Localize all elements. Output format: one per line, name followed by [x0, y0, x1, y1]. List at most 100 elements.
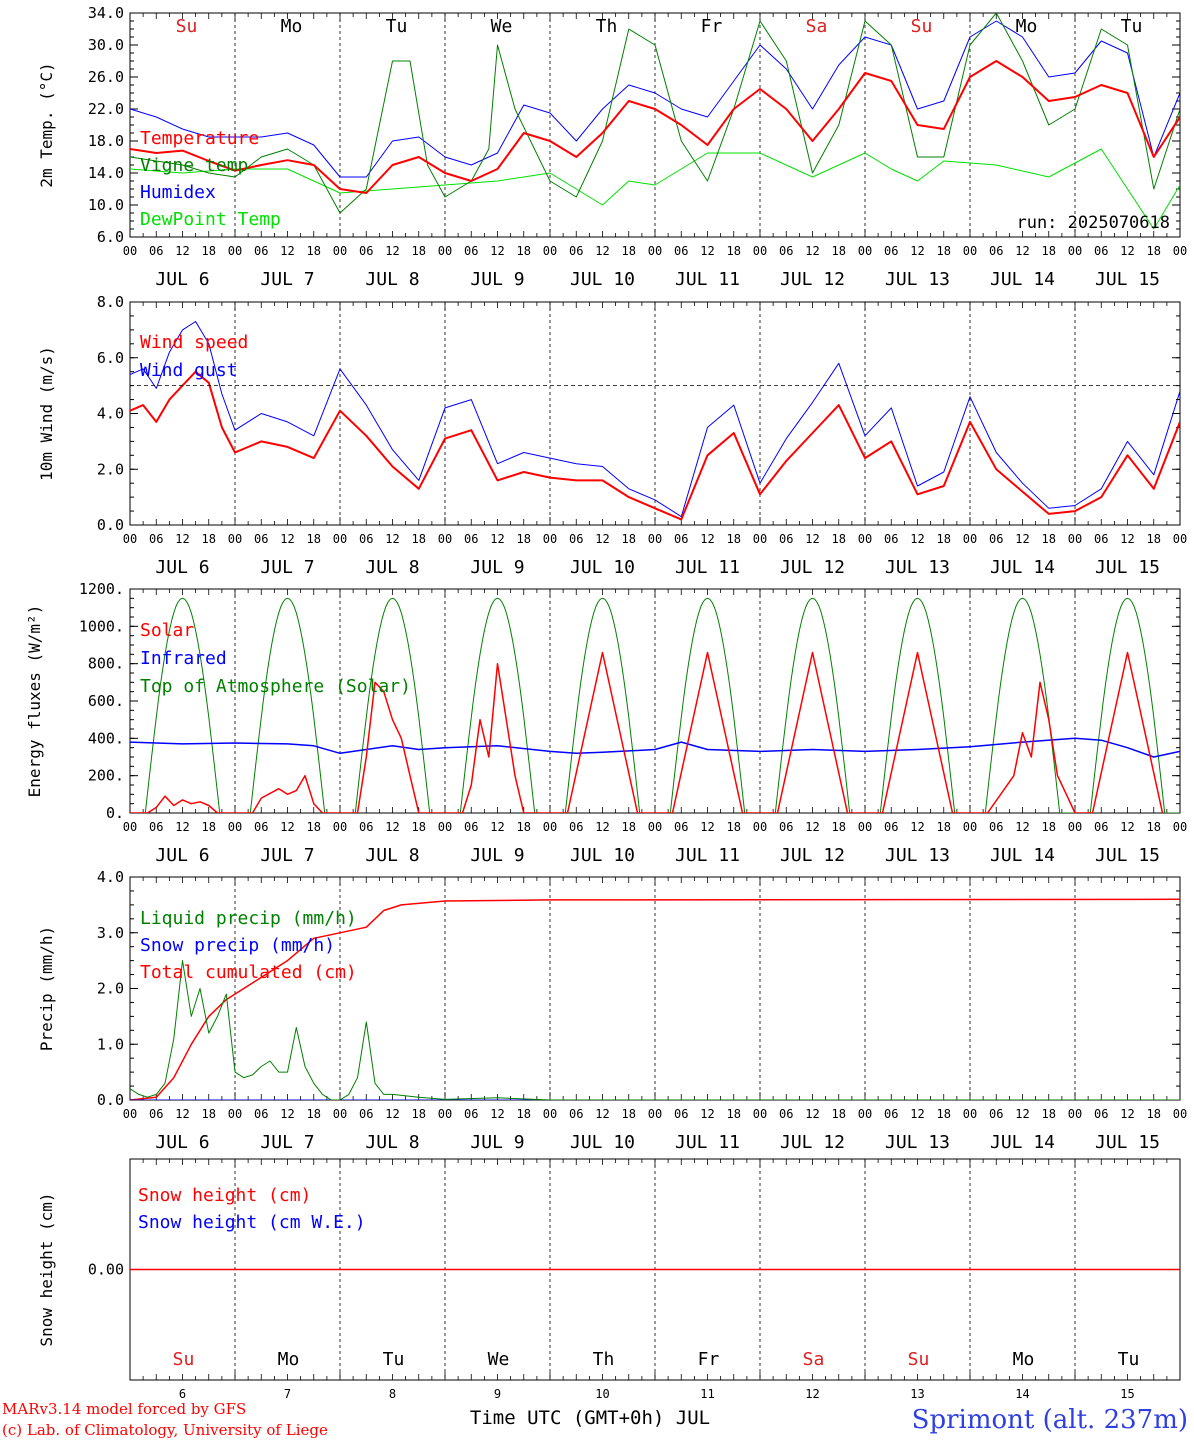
series-line-wind-gust [130, 321, 1180, 518]
weekday-label: Th [593, 1349, 615, 1370]
y-tick-label: 800. [88, 655, 124, 673]
hour-tick-label: 00 [123, 532, 137, 546]
day-label: JUL 8 [365, 557, 419, 578]
legend-entry: Total cumulated (cm) [140, 962, 357, 983]
y-axis-label: Energy fluxes (W/m²) [25, 605, 44, 798]
weekday-label: Tu [386, 16, 408, 37]
legend-entry: Top of Atmosphere (Solar) [140, 676, 411, 697]
precip-series-group [130, 898, 1180, 1100]
day-label: JUL 6 [155, 1132, 209, 1153]
hour-tick-label: 12 [700, 244, 714, 258]
hour-tick-label: 00 [753, 244, 767, 258]
hour-tick-label: 06 [359, 1107, 373, 1121]
hour-tick-label: 12 [1120, 244, 1134, 258]
hour-tick-label: 12 [595, 244, 609, 258]
day-label: JUL 14 [990, 557, 1055, 578]
hour-tick-label: 18 [412, 532, 426, 546]
hour-tick-label: 12 [490, 532, 504, 546]
hour-tick-label: 12 [805, 1107, 819, 1121]
legend-entry: Wind gust [140, 360, 238, 381]
hour-tick-label: 00 [1173, 1107, 1187, 1121]
weekday-label: Tu [1121, 16, 1143, 37]
day-label: JUL 13 [885, 845, 950, 866]
hour-tick-label: 18 [832, 244, 846, 258]
hour-tick-label: 12 [910, 820, 924, 834]
hour-tick-label: 00 [543, 532, 557, 546]
day-label: JUL 9 [470, 845, 524, 866]
day-number-label: 7 [284, 1387, 291, 1401]
hour-tick-label: 18 [412, 1107, 426, 1121]
day-label: JUL 7 [260, 557, 314, 578]
x-axis-title: Time UTC (GMT+0h) JUL [470, 1407, 710, 1429]
hour-tick-label: 00 [1173, 820, 1187, 834]
legend-entry: Infrared [140, 648, 227, 669]
weekday-label: Sa [806, 16, 828, 37]
hour-tick-label: 00 [228, 244, 242, 258]
day-label: JUL 7 [260, 269, 314, 290]
series-line-liquid-precip-mm-h [130, 960, 1180, 1100]
y-tick-label: 1.0 [97, 1035, 124, 1053]
day-label: JUL 8 [365, 1132, 419, 1153]
hour-tick-label: 00 [753, 532, 767, 546]
y-tick-label: 4.0 [97, 405, 124, 423]
y-tick-label: 200. [88, 767, 124, 785]
day-label: JUL 15 [1095, 557, 1160, 578]
hour-tick-label: 18 [307, 820, 321, 834]
hour-tick-label: 18 [832, 1107, 846, 1121]
day-number-label: 11 [700, 1387, 714, 1401]
y-axis-label: Precip (mm/h) [37, 926, 56, 1051]
hour-tick-label: 00 [333, 244, 347, 258]
hour-tick-label: 18 [622, 244, 636, 258]
weekday-label: Mo [1013, 1349, 1035, 1370]
hour-tick-label: 12 [805, 244, 819, 258]
hour-tick-label: 00 [438, 244, 452, 258]
hour-tick-label: 06 [1094, 820, 1108, 834]
hour-tick-label: 18 [1147, 532, 1161, 546]
hour-tick-label: 06 [884, 820, 898, 834]
legend-entry: Solar [140, 620, 194, 641]
hour-tick-label: 06 [779, 244, 793, 258]
location-title: Sprimont (alt. 237m) [912, 1405, 1188, 1435]
hour-tick-label: 12 [910, 532, 924, 546]
hour-tick-label: 06 [989, 1107, 1003, 1121]
hour-tick-label: 18 [307, 1107, 321, 1121]
hour-tick-label: 06 [464, 244, 478, 258]
hour-tick-label: 18 [307, 244, 321, 258]
hour-tick-label: 18 [1042, 1107, 1056, 1121]
hour-tick-label: 12 [1015, 532, 1029, 546]
hour-tick-label: 00 [648, 1107, 662, 1121]
hour-tick-label: 00 [1173, 244, 1187, 258]
hour-tick-label: 18 [307, 532, 321, 546]
day-label: JUL 14 [990, 845, 1055, 866]
hour-tick-label: 12 [595, 1107, 609, 1121]
hour-tick-label: 12 [700, 1107, 714, 1121]
day-label: JUL 13 [885, 557, 950, 578]
weekday-label: Mo [281, 16, 303, 37]
legend-entry: Temperature [140, 128, 259, 149]
day-number-label: 14 [1015, 1387, 1029, 1401]
day-label: JUL 9 [470, 557, 524, 578]
y-tick-label: 600. [88, 692, 124, 710]
hour-tick-label: 12 [280, 1107, 294, 1121]
day-label: JUL 10 [570, 1132, 635, 1153]
y-tick-label: 1000. [79, 617, 124, 635]
y-tick-label: 4.0 [97, 868, 124, 886]
hour-tick-label: 18 [622, 1107, 636, 1121]
hour-tick-label: 18 [727, 820, 741, 834]
hour-tick-label: 00 [438, 532, 452, 546]
legend-entry: Vigne temp [140, 155, 248, 176]
hour-tick-label: 00 [753, 1107, 767, 1121]
hour-tick-label: 12 [700, 532, 714, 546]
hour-tick-label: 18 [622, 532, 636, 546]
energy-series-group [130, 597, 1180, 813]
hour-tick-label: 18 [517, 820, 531, 834]
series-line-wind-speed [130, 370, 1180, 521]
hour-tick-label: 06 [254, 244, 268, 258]
hour-tick-label: 06 [674, 244, 688, 258]
hour-tick-label: 12 [910, 1107, 924, 1121]
hour-tick-label: 12 [175, 532, 189, 546]
hour-tick-label: 06 [569, 244, 583, 258]
hour-tick-label: 12 [700, 820, 714, 834]
hour-tick-label: 06 [359, 532, 373, 546]
y-tick-label: 0.00 [88, 1261, 124, 1279]
